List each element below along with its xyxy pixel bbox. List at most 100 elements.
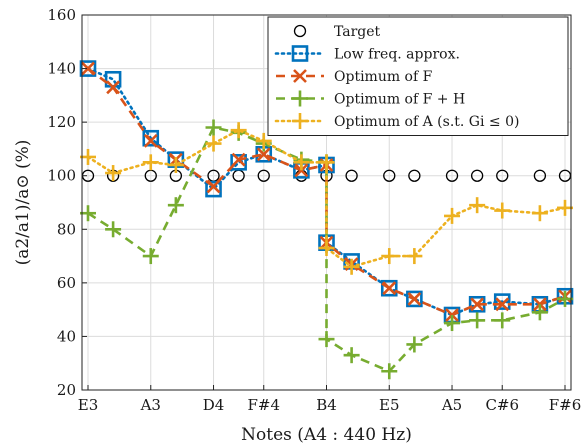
legend-label: Low freq. approx. <box>334 47 460 63</box>
cross-marker <box>143 133 158 148</box>
cross-stroke <box>445 308 459 322</box>
legend-box <box>267 16 569 136</box>
y-tick-label: 120 <box>47 113 76 131</box>
plus-marker <box>205 119 222 136</box>
cross-marker <box>445 308 459 322</box>
plus-marker <box>80 205 96 222</box>
x-tick-label: D4 <box>203 396 225 414</box>
cross-marker <box>293 69 307 83</box>
plus-marker <box>292 90 308 107</box>
cross-stroke <box>294 163 309 178</box>
legend-label: Optimum of F <box>334 69 433 85</box>
square-marker <box>230 154 247 171</box>
plus-marker <box>494 202 511 219</box>
plus-marker <box>292 113 308 129</box>
cross-marker <box>532 297 547 312</box>
x-tick-label: A3 <box>140 396 161 414</box>
legend-entry: Target <box>293 24 381 40</box>
x-axis-label: Notes (A4 : 440 Hz) <box>241 425 412 445</box>
plus-marker <box>80 148 96 165</box>
plus-marker <box>381 248 398 265</box>
cross-marker <box>294 163 309 178</box>
plus-marker <box>142 248 159 265</box>
cross-stroke <box>81 61 95 76</box>
legend-label: Optimum of A (s.t. Gi ≤ 0) <box>334 114 519 130</box>
plus-marker <box>105 165 122 182</box>
legend-label: Target <box>334 24 381 40</box>
y-tick-label: 100 <box>47 167 76 185</box>
plus-marker <box>230 122 247 139</box>
y-axis-label: (a2/a1)/a⊙ (%) <box>13 140 33 266</box>
ticks-layer: 20 40 60 80 100 120 140 160 E3 A3 D4 F#4 B4 E5 A5 C#6 F#… <box>47 6 581 414</box>
square-marker <box>406 290 423 308</box>
cross-marker <box>256 147 271 162</box>
cross-marker <box>231 152 246 167</box>
x-tick-label: E5 <box>379 396 400 414</box>
plus-marker <box>167 197 184 214</box>
plus-marker <box>444 207 461 224</box>
legend-entry: Low freq. approx. <box>274 45 460 63</box>
square-marker <box>291 45 309 62</box>
cross-stroke <box>407 292 422 306</box>
plus-marker <box>381 363 398 380</box>
target-point <box>470 169 484 182</box>
cross-marker <box>470 297 485 312</box>
plus-marker <box>205 135 222 152</box>
plus-marker <box>293 154 310 171</box>
plus-marker <box>557 290 573 307</box>
x-tick-label: F#6 <box>549 396 582 414</box>
cross-marker <box>106 80 121 95</box>
target-point <box>408 169 421 182</box>
plus-marker <box>406 248 423 265</box>
y-tick-label: 60 <box>57 274 76 292</box>
cross-marker <box>206 179 221 194</box>
y-tick-label: 160 <box>47 6 76 24</box>
cross-marker <box>382 281 397 296</box>
cross-stroke <box>256 147 271 162</box>
x-tick-label: B4 <box>316 396 337 414</box>
y-tick-label: 80 <box>57 220 76 238</box>
target-point <box>257 169 270 182</box>
y-tick-label: 40 <box>57 327 76 345</box>
plus-marker <box>343 258 360 275</box>
cross-marker <box>495 297 510 312</box>
plus-marker <box>557 199 573 216</box>
plus-marker <box>318 331 335 348</box>
plus-marker <box>105 221 122 238</box>
cross-stroke <box>532 297 547 312</box>
square-marker <box>493 293 511 310</box>
cross-stroke <box>470 297 485 312</box>
legend: Target Low freq. approx. Optimum of F Optim… <box>267 16 569 136</box>
square-marker <box>380 279 398 297</box>
plus-marker <box>531 205 548 222</box>
target-point <box>533 169 547 182</box>
legend-label: Optimum of F + H <box>334 92 465 108</box>
x-tick-label: E3 <box>78 396 99 414</box>
cross-stroke <box>106 80 121 95</box>
plus-marker <box>255 132 272 149</box>
cross-stroke <box>206 179 221 194</box>
target-point <box>496 169 509 182</box>
plus-marker <box>469 197 486 214</box>
y-tick-label: 20 <box>57 381 76 399</box>
legend-entry: Optimum of F <box>276 69 433 85</box>
cross-marker <box>407 292 422 306</box>
plus-marker <box>406 336 423 353</box>
x-tick-label: F#4 <box>247 396 280 414</box>
plus-marker <box>531 304 548 321</box>
x-tick-label: A5 <box>441 396 462 414</box>
legend-entry: Optimum of F + H <box>276 90 465 108</box>
target-point <box>345 169 358 182</box>
plus-marker <box>494 312 511 329</box>
target-point <box>293 24 307 38</box>
plus-marker <box>318 154 335 171</box>
cross-stroke <box>382 281 397 296</box>
plus-marker <box>469 312 486 329</box>
cross-stroke <box>495 297 510 312</box>
square-marker <box>205 180 222 198</box>
legend-entry: Optimum of A (s.t. Gi ≤ 0) <box>274 113 519 130</box>
cross-stroke <box>293 69 307 83</box>
square-marker <box>142 129 160 147</box>
plus-marker <box>343 347 360 364</box>
